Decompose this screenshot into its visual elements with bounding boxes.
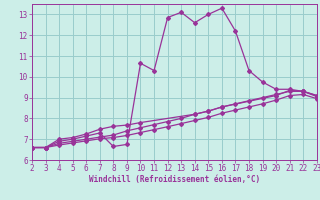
X-axis label: Windchill (Refroidissement éolien,°C): Windchill (Refroidissement éolien,°C): [89, 175, 260, 184]
